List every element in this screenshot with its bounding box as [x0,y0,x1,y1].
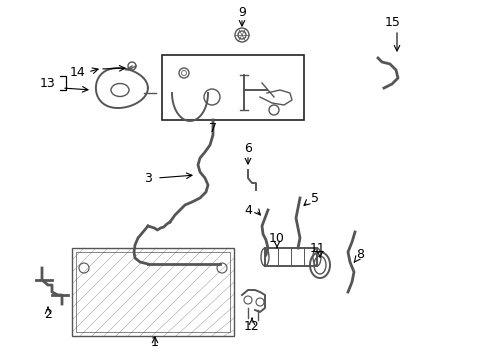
Text: 2: 2 [44,307,52,320]
Text: 12: 12 [244,320,259,333]
Text: 10: 10 [268,231,285,244]
Bar [76,252,229,332]
Text: 6: 6 [244,141,251,154]
Text: 11: 11 [309,242,325,255]
Text: 5: 5 [310,192,318,204]
Text: 3: 3 [144,171,152,185]
Text: 7: 7 [208,122,217,135]
Text: 4: 4 [244,203,251,216]
Text: 13: 13 [40,77,56,90]
Bar [162,55,304,120]
Text: 1: 1 [151,336,159,348]
Bar [72,248,234,336]
Text: 9: 9 [238,5,245,18]
Text: 14: 14 [70,66,86,78]
Text: 8: 8 [355,248,363,261]
Bar [264,248,316,266]
Text: 15: 15 [384,15,400,28]
